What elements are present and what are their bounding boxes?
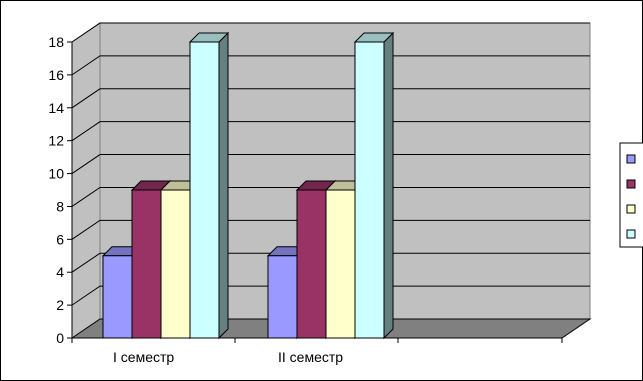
legend <box>619 142 643 248</box>
y-tick-label: 8 <box>56 198 64 214</box>
legend-swatch <box>626 154 636 164</box>
legend-swatch <box>626 229 636 239</box>
bar <box>353 31 395 340</box>
legend-swatch <box>626 204 636 214</box>
gridline <box>71 252 590 273</box>
y-tick-label: 0 <box>56 330 64 346</box>
x-tick-labels: I семестр II семестр <box>71 338 563 365</box>
gridline <box>71 285 590 306</box>
gridlines <box>71 22 590 306</box>
bars <box>101 31 395 340</box>
y-tick-label: 6 <box>56 231 64 247</box>
gridline <box>71 22 590 43</box>
gridline <box>71 55 590 76</box>
gridline <box>71 219 590 240</box>
y-tick-label: 18 <box>48 34 64 50</box>
x-tick-label: I семестр <box>113 349 174 365</box>
y-tick-label: 4 <box>56 264 64 280</box>
x-tick-label: II семестр <box>278 349 343 365</box>
legend-box <box>619 142 643 248</box>
y-tick-label: 14 <box>48 100 64 116</box>
gridline <box>71 121 590 142</box>
gridline <box>71 88 590 109</box>
gridline <box>71 154 590 174</box>
side-wall <box>71 22 101 339</box>
gridline <box>71 186 590 207</box>
y-tick-labels: 0 2 4 6 8 10 12 14 16 18 <box>48 34 72 346</box>
y-tick-label: 10 <box>48 166 64 182</box>
y-tick-label: 16 <box>48 67 64 83</box>
legend-swatch <box>626 179 636 189</box>
y-tick-label: 12 <box>48 133 64 149</box>
bar <box>188 31 230 340</box>
y-tick-label: 2 <box>56 297 64 313</box>
